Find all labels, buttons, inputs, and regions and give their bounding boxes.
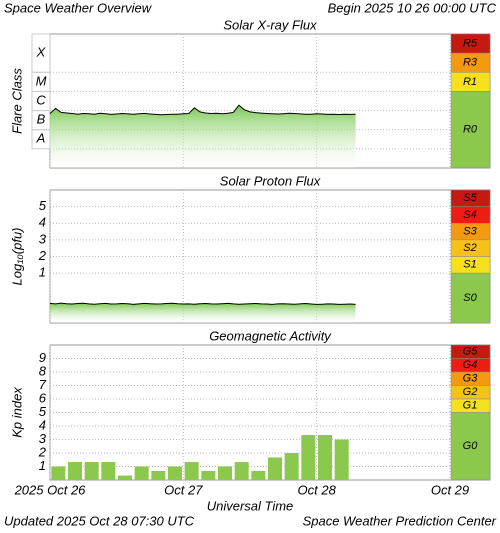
scale-band-label: R0 — [463, 124, 478, 136]
y-axis-label: Log₁₀(pfu) — [9, 228, 24, 286]
bar — [318, 435, 332, 480]
x-tick-label: 2025 Oct 26 — [14, 482, 87, 497]
y-tick-label: 1 — [39, 458, 46, 473]
y-tick-label: M — [36, 73, 47, 88]
chart-title: Geomagnetic Activity — [209, 328, 332, 343]
bar — [234, 462, 249, 480]
scale-band — [450, 91, 491, 169]
bar — [218, 466, 232, 480]
bar — [184, 462, 199, 480]
y-axis-label: Kp index — [9, 387, 24, 438]
chart-title: Solar X-ray Flux — [223, 17, 317, 32]
scale-band-label: G0 — [463, 440, 479, 452]
x-tick-label: Oct 28 — [298, 482, 337, 497]
area-fill — [50, 303, 356, 323]
scale-band-label: G2 — [463, 386, 478, 398]
bar — [268, 457, 282, 480]
data-line — [49, 302, 356, 305]
bar — [334, 439, 349, 480]
y-axis-label: Flare Class — [9, 68, 24, 134]
scale-band-label: S5 — [463, 192, 477, 204]
y-tick-label: 3 — [39, 231, 47, 246]
footer-right: Space Weather Prediction Center — [303, 513, 497, 528]
bar — [168, 466, 182, 480]
y-tick-label: 4 — [39, 215, 46, 230]
y-tick-label: C — [36, 92, 46, 107]
scale-band — [450, 272, 491, 324]
y-tick-label: 5 — [39, 404, 47, 419]
header-right: Begin 2025 10 26 00:00 UTC — [328, 0, 497, 15]
y-tick-label: 5 — [39, 198, 47, 213]
y-tick-label: 9 — [39, 350, 46, 365]
bar — [84, 462, 99, 480]
scale-band-label: G4 — [463, 359, 478, 371]
scale-band-label: S4 — [463, 209, 476, 221]
scale-band-label: R5 — [463, 37, 478, 49]
scale-band-label: G1 — [463, 400, 478, 412]
y-tick-box — [31, 33, 51, 73]
bar — [284, 453, 299, 480]
bar — [101, 462, 116, 480]
y-tick-label: 3 — [39, 431, 47, 446]
scale-band — [450, 412, 491, 481]
scale-band-label: S3 — [463, 225, 477, 237]
y-tick-label: A — [36, 131, 46, 146]
scale-band-label: R3 — [463, 57, 478, 69]
data-line — [49, 104, 356, 116]
bar — [134, 466, 149, 480]
y-tick-label: 7 — [39, 377, 47, 392]
scale-band-label: G3 — [463, 373, 479, 385]
bar — [151, 470, 166, 480]
footer-left: Updated 2025 Oct 28 07:30 UTC — [4, 513, 195, 528]
scale-band-label: G5 — [463, 346, 479, 358]
area-fill — [50, 105, 356, 168]
x-tick-label: Oct 27 — [164, 482, 203, 497]
bar — [201, 470, 216, 480]
y-tick-label: X — [36, 45, 47, 60]
bar — [251, 470, 266, 480]
bar — [51, 466, 66, 480]
bar — [301, 435, 316, 480]
header-left: Space Weather Overview — [4, 0, 153, 15]
y-tick-label: 4 — [39, 417, 46, 432]
y-tick-label: 1 — [39, 265, 46, 280]
bar — [118, 475, 132, 480]
scale-band-label: S1 — [463, 259, 476, 271]
y-tick-label: 2 — [38, 444, 47, 459]
y-tick-label: 2 — [38, 248, 47, 263]
y-tick-label: B — [37, 112, 46, 127]
y-tick-label: 8 — [39, 363, 47, 378]
bar — [68, 462, 82, 480]
scale-band-label: S2 — [463, 242, 476, 254]
x-axis-label: Universal Time — [207, 498, 294, 513]
scale-band-label: S0 — [463, 292, 477, 304]
chart-title: Solar Proton Flux — [220, 173, 321, 188]
y-tick-label: 6 — [39, 390, 47, 405]
x-tick-label: Oct 29 — [431, 482, 469, 497]
scale-band-label: R1 — [463, 76, 477, 88]
